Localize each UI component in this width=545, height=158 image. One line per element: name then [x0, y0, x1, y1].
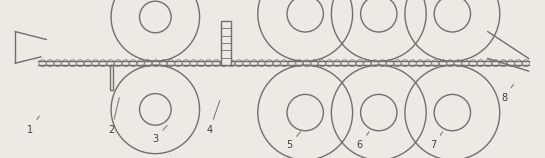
Text: 4: 4 — [207, 101, 220, 135]
Text: 7: 7 — [430, 132, 443, 150]
Text: 1: 1 — [27, 116, 39, 135]
Text: 3: 3 — [152, 125, 167, 144]
Text: 2: 2 — [108, 97, 119, 135]
Text: 6: 6 — [356, 132, 369, 150]
Text: 8: 8 — [501, 84, 513, 103]
Bar — [221, 21, 231, 65]
Bar — [110, 65, 113, 90]
Text: 5: 5 — [286, 132, 301, 150]
